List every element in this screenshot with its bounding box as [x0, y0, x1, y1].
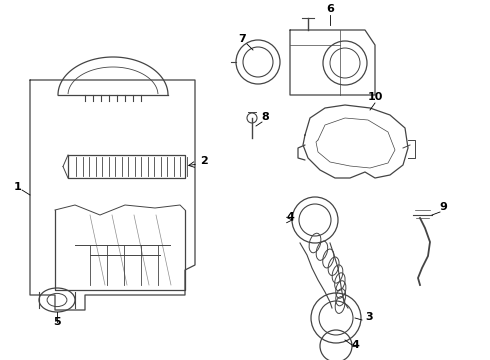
- Text: 10: 10: [368, 92, 383, 102]
- Text: 6: 6: [326, 4, 334, 14]
- Text: 3: 3: [365, 312, 372, 322]
- Text: 9: 9: [439, 202, 447, 212]
- Text: 5: 5: [53, 317, 61, 327]
- Text: 7: 7: [238, 34, 246, 44]
- Text: 2: 2: [200, 156, 208, 166]
- Text: 1: 1: [14, 182, 22, 192]
- Text: 4: 4: [286, 212, 294, 222]
- Text: 8: 8: [261, 112, 269, 122]
- Text: 4: 4: [351, 340, 359, 350]
